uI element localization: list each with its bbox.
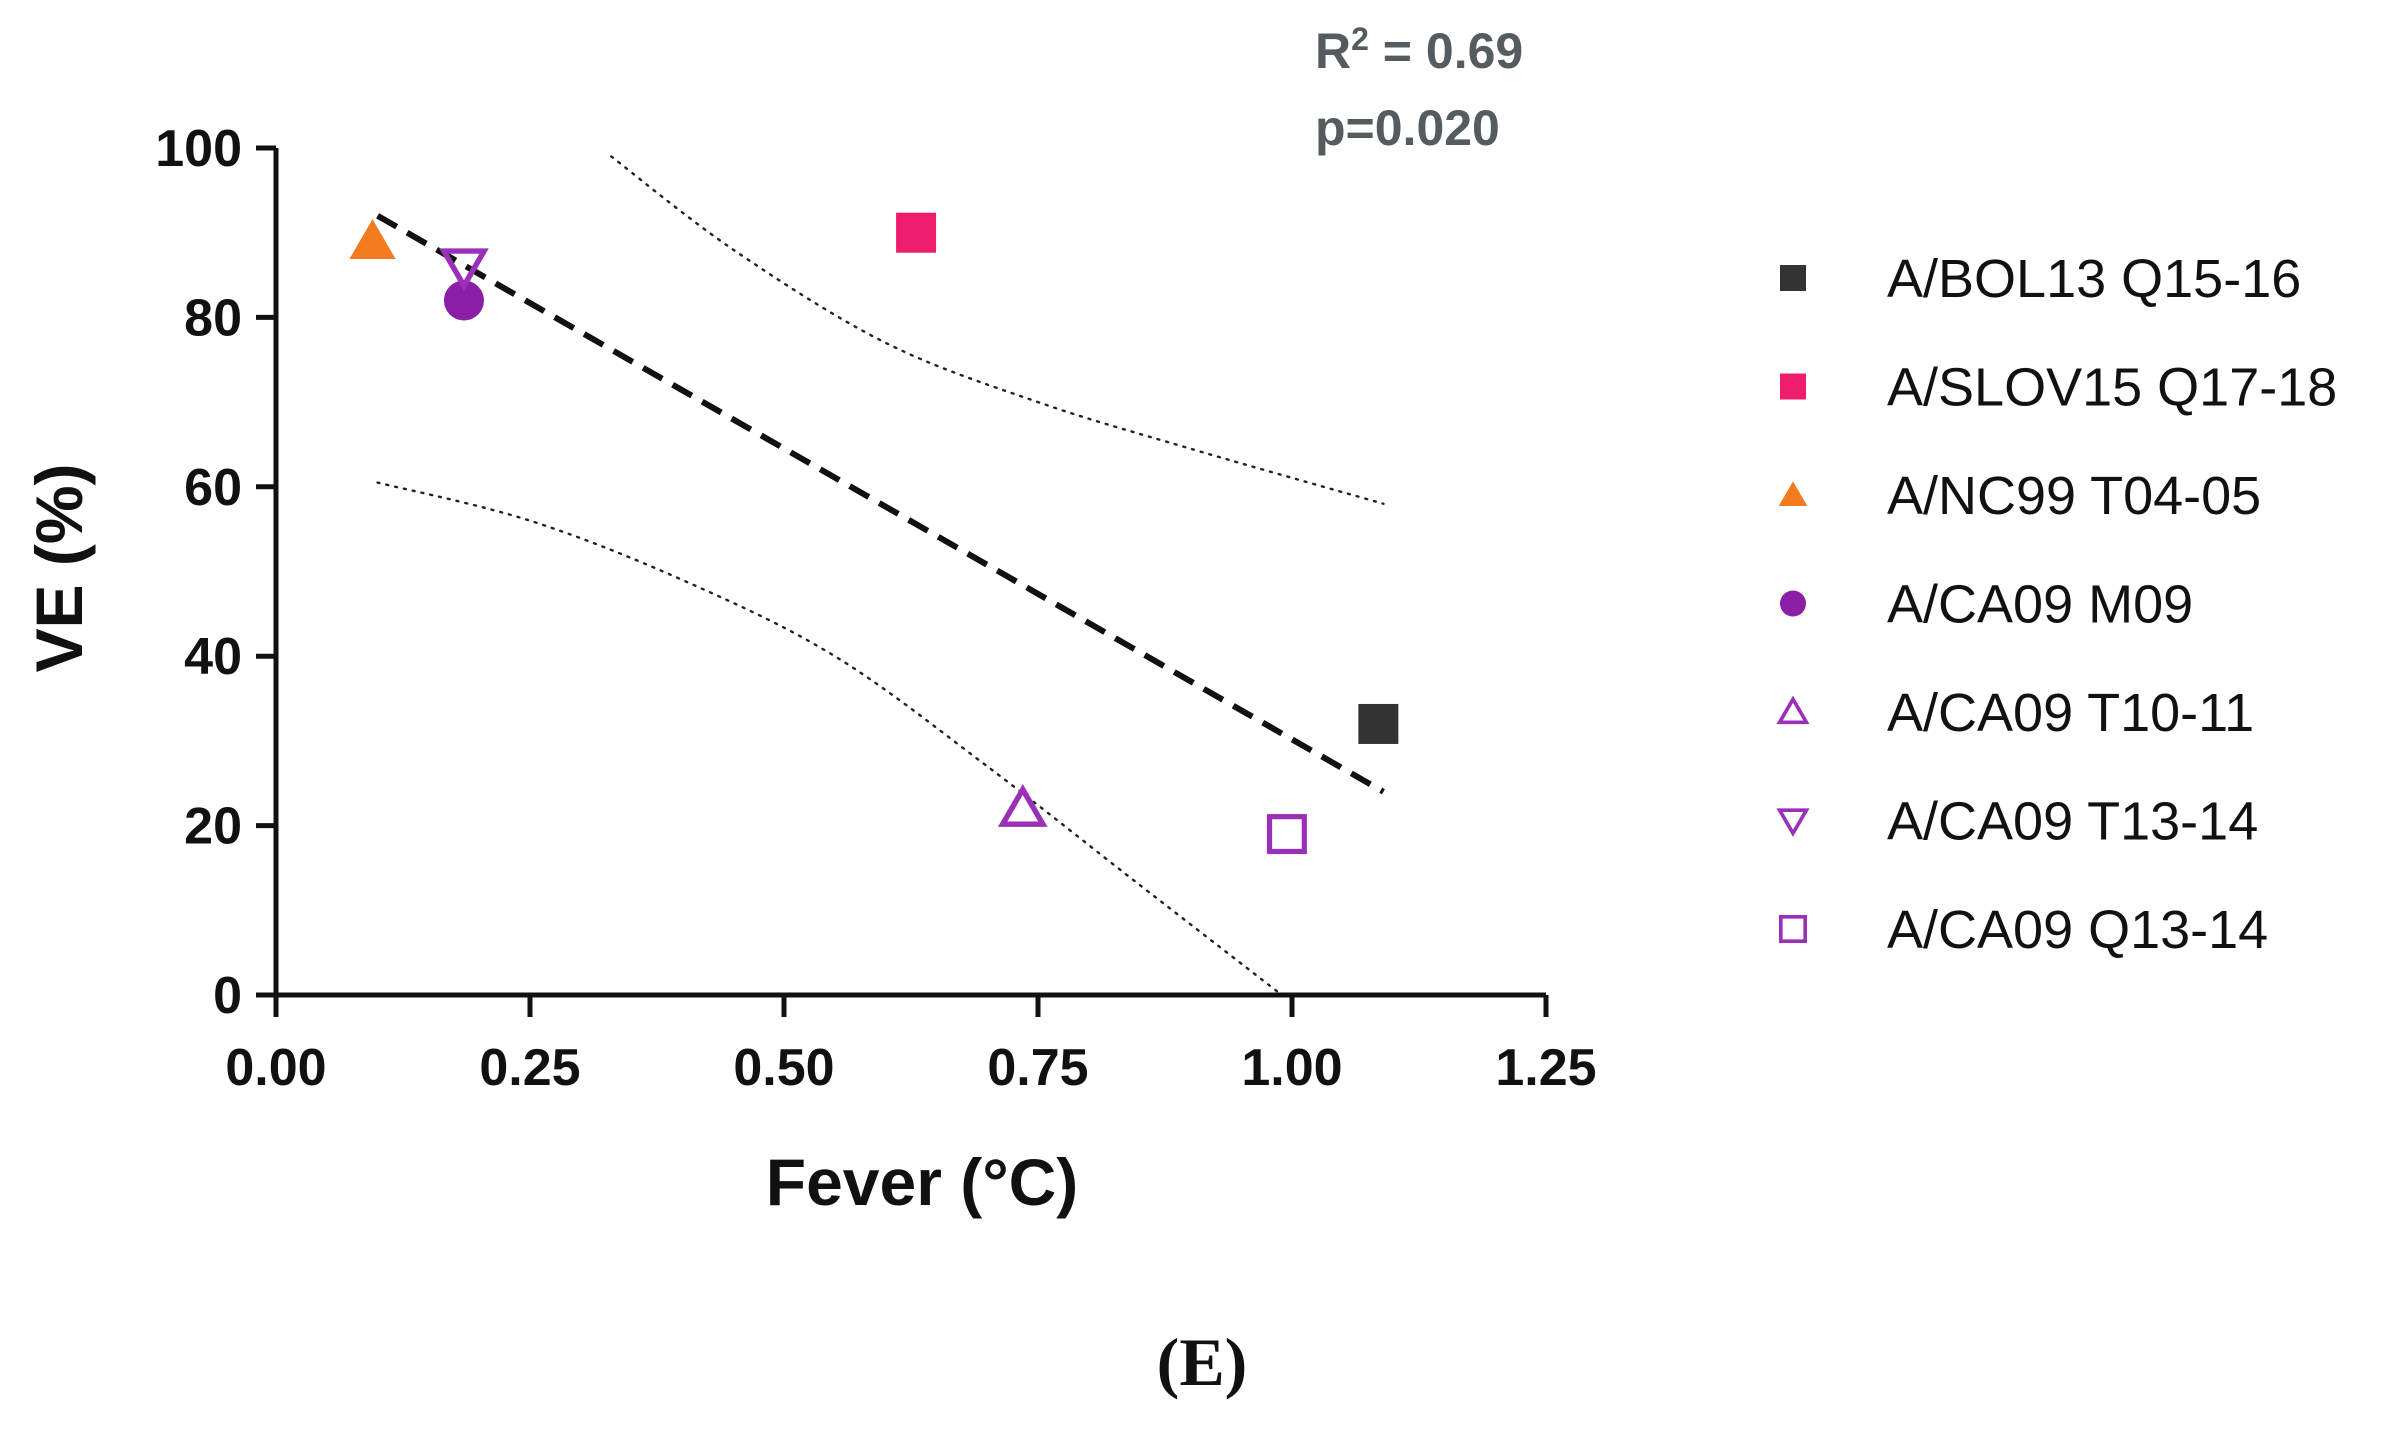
data-point xyxy=(349,219,396,260)
legend-item: A/NC99 T04-05 xyxy=(1778,466,2261,526)
confidence-band-upper xyxy=(610,155,1385,505)
fit-lines-layer xyxy=(376,155,1385,997)
legend-label: A/CA09 M09 xyxy=(1887,575,2193,635)
legend-marker xyxy=(1778,915,1807,944)
legend-item: A/CA09 T10-11 xyxy=(1776,683,2254,743)
legend-label: A/CA09 Q13-14 xyxy=(1887,900,2268,960)
panel-label: (E) xyxy=(1157,1324,1248,1400)
legend-marker xyxy=(1776,695,1810,725)
data-point xyxy=(1358,703,1399,744)
y-axis-title: VE (%) xyxy=(22,463,96,672)
legend-marker xyxy=(1780,373,1806,400)
data-point xyxy=(439,248,489,292)
legend-marker xyxy=(1780,590,1806,617)
legend-label: A/CA09 T13-14 xyxy=(1887,792,2258,852)
legend-label: A/NC99 T04-05 xyxy=(1887,466,2261,526)
x-tick-label: 0.50 xyxy=(733,1039,834,1097)
data-point xyxy=(997,784,1048,827)
legend-marker xyxy=(1780,265,1806,291)
legend-label: A/CA09 T10-11 xyxy=(1887,683,2254,743)
x-tick-label: 1.25 xyxy=(1495,1039,1596,1097)
y-tick-label: 60 xyxy=(184,459,242,517)
x-tick-label: 1.00 xyxy=(1241,1039,1342,1097)
y-tick-label: 20 xyxy=(184,798,242,856)
data-points-layer xyxy=(349,212,1399,855)
legend-item: A/CA09 Q13-14 xyxy=(1778,900,2268,960)
regression-line xyxy=(376,213,1385,795)
legend: A/BOL13 Q15-16 A/SLOV15 Q17-18 A/NC99 T04-… xyxy=(1776,249,2337,960)
y-tick-label: 100 xyxy=(155,120,242,178)
x-axis-title: Fever (°C) xyxy=(766,1145,1078,1219)
legend-marker xyxy=(1778,481,1808,507)
x-tick-label: 0.75 xyxy=(987,1039,1088,1097)
confidence-band-lower xyxy=(376,481,1284,997)
y-tick-label: 80 xyxy=(184,289,242,347)
legend-item: A/BOL13 Q15-16 xyxy=(1780,249,2301,309)
x-tick-label: 0.25 xyxy=(479,1039,580,1097)
x-tick-label: 0.00 xyxy=(225,1039,326,1097)
legend-item: A/CA09 T13-14 xyxy=(1776,792,2258,852)
legend-marker xyxy=(1776,808,1810,837)
data-point xyxy=(896,212,937,253)
p-value-annotation: p=0.020 xyxy=(1315,100,1500,156)
legend-item: A/SLOV15 Q17-18 xyxy=(1780,358,2337,418)
axes-layer: 0 20 40 60 80 100 0.00 0.25 0.50 0.75 1.00 1.25 xyxy=(155,120,1596,1097)
data-point xyxy=(443,280,484,321)
r-squared-annotation: R2 = 0.69 xyxy=(1315,21,1523,79)
legend-item: A/CA09 M09 xyxy=(1780,575,2193,635)
data-point xyxy=(1266,814,1307,855)
y-tick-label: 40 xyxy=(184,628,242,686)
y-tick-label: 0 xyxy=(213,967,242,1025)
legend-label: A/BOL13 Q15-16 xyxy=(1887,249,2301,309)
legend-label: A/SLOV15 Q17-18 xyxy=(1887,358,2337,418)
